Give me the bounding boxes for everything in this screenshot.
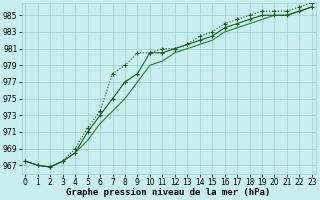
X-axis label: Graphe pression niveau de la mer (hPa): Graphe pression niveau de la mer (hPa) xyxy=(67,188,271,197)
